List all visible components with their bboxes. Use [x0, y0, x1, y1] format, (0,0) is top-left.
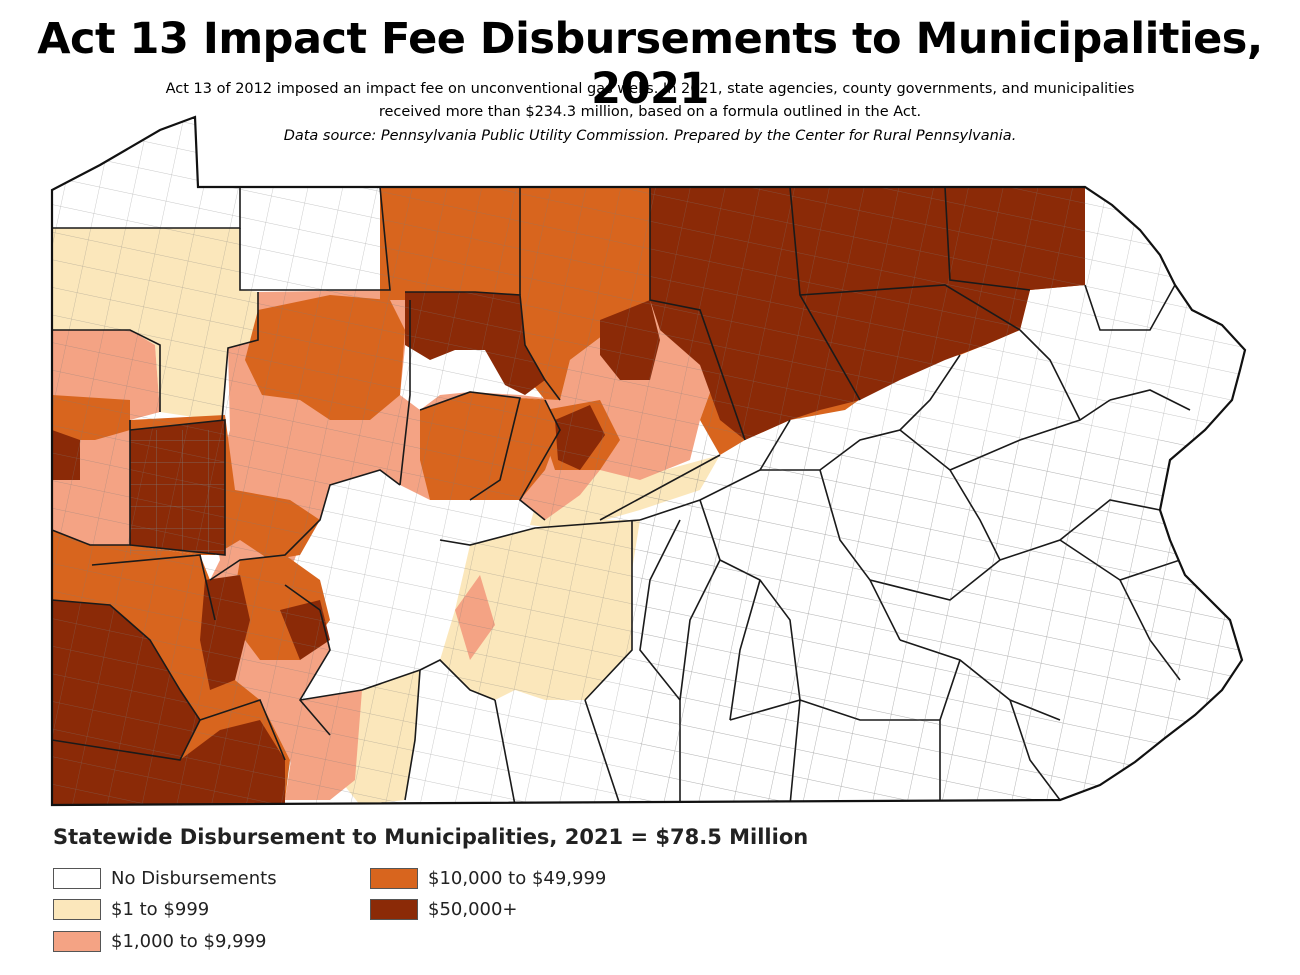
legend-label-10000-to-49999: $10,000 to $49,999	[428, 868, 607, 889]
legend-label-no-disbursements: No Disbursements	[111, 868, 277, 889]
legend-title: Statewide Disbursement to Municipalities…	[53, 825, 809, 849]
legend-label-1000-to-9999: $1,000 to $9,999	[111, 931, 267, 952]
legend-swatch-1000-to-9999	[53, 931, 101, 952]
legend-item-1-to-999: $1 to $999	[53, 899, 209, 920]
legend-swatch-no-disbursements	[53, 868, 101, 889]
map-title: Act 13 Impact Fee Disbursements to Munic…	[37, 14, 1263, 114]
legend-swatch-50000-plus	[370, 899, 418, 920]
legend-swatch-10000-to-49999	[370, 868, 418, 889]
legend-item-no-disbursements: No Disbursements	[53, 868, 277, 889]
data-source-note: Data source: Pennsylvania Public Utility…	[283, 128, 1017, 144]
legend-item-10000-to-49999: $10,000 to $49,999	[370, 868, 606, 889]
legend-item-1000-to-9999: $1,000 to $9,999	[53, 931, 266, 952]
legend-item-50000-plus: $50,000+	[370, 899, 518, 920]
east-municipal-texture	[640, 440, 1245, 805]
subtitle-line-1: Act 13 of 2012 imposed an impact fee on …	[165, 81, 1135, 97]
pennsylvania-state-outline	[50, 115, 1247, 807]
subtitle-line-2: received more than $234.3 million, based…	[378, 104, 922, 120]
map-fills	[52, 117, 1245, 805]
municipal-grid-texture	[130, 430, 225, 555]
legend-label-1-to-999: $1 to $999	[111, 899, 210, 920]
legend-swatch-1-to-999	[53, 899, 101, 920]
legend-label-50000-plus: $50,000+	[428, 899, 518, 920]
